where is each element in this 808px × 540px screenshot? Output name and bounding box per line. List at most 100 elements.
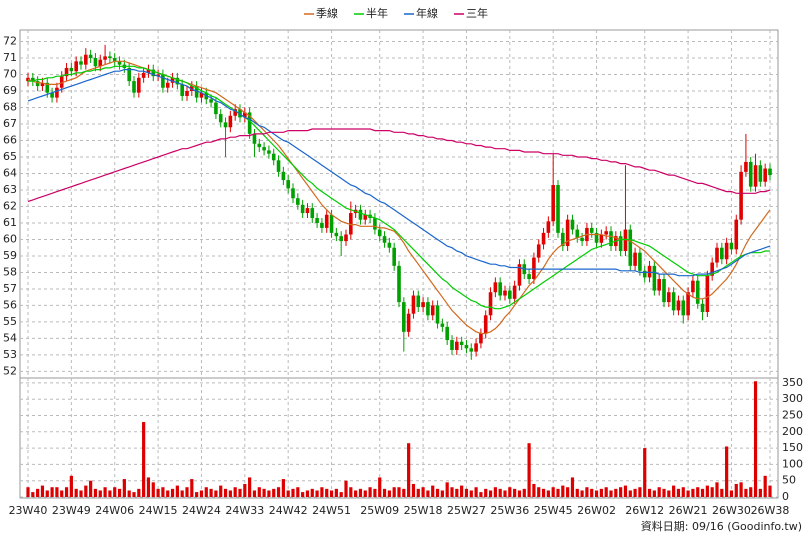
y-tick-label: 70	[3, 68, 17, 81]
volume-bar	[744, 488, 748, 497]
volume-bar	[378, 477, 382, 497]
candle-body	[334, 232, 339, 237]
volume-bar	[474, 487, 478, 497]
volume-bar	[301, 492, 305, 497]
volume-bar	[729, 490, 734, 497]
candle-body	[88, 54, 93, 59]
volume-bar	[142, 422, 146, 497]
volume-bar	[517, 490, 522, 497]
y-tick-label: 68	[3, 101, 17, 114]
candle-body	[286, 180, 290, 189]
y-tick-label: 69	[3, 84, 17, 97]
x-tick-label: 24W06	[95, 504, 134, 517]
candle-body	[382, 236, 387, 243]
candle-body	[79, 61, 83, 65]
candle-body	[387, 242, 392, 248]
volume-bar	[570, 477, 575, 497]
x-tick-label: 26W12	[625, 504, 664, 517]
candle-body	[305, 208, 310, 214]
volume-bar	[132, 492, 136, 497]
candle-body	[700, 303, 705, 313]
volume-bar	[604, 487, 608, 497]
x-tick-label: 24W51	[312, 504, 351, 517]
volume-bar	[310, 488, 314, 497]
candle-body	[397, 265, 401, 303]
candle-body	[146, 69, 151, 73]
candle-body	[137, 77, 141, 93]
legend-label: 半年	[366, 6, 388, 20]
candle-body	[671, 292, 676, 311]
y-tick-label: 55	[3, 315, 17, 328]
volume-bar	[686, 490, 690, 497]
x-tick-label: 23W49	[52, 504, 91, 517]
candle-body	[267, 150, 271, 154]
candle-body	[416, 295, 421, 308]
volume-bar	[402, 488, 406, 497]
volume-bar	[753, 381, 758, 497]
volume-bar	[455, 488, 459, 497]
volume-bar	[286, 490, 290, 497]
candle-body	[209, 99, 213, 103]
footnote: 資料日期: 09/16 (Goodinfo.tw)	[641, 519, 802, 533]
candle-body	[739, 171, 743, 220]
volume-bar	[103, 487, 107, 497]
candle-body	[638, 252, 642, 271]
volume-bar	[435, 488, 440, 497]
y-tick-label: 65	[3, 150, 17, 163]
candle-body	[276, 160, 281, 172]
volume-bar	[127, 490, 131, 497]
candle-body	[156, 74, 160, 77]
volume-bar	[214, 490, 218, 497]
volume-tick-label: 300	[782, 392, 803, 405]
candle-body	[45, 82, 50, 93]
candle-body	[445, 326, 449, 341]
volume-bar	[291, 488, 295, 497]
volume-tick-label: 100	[782, 457, 803, 470]
candle-body	[527, 274, 531, 280]
x-tick-label: 25W36	[490, 504, 529, 517]
candle-body	[647, 265, 652, 278]
candle-body	[464, 345, 469, 349]
candle-body	[493, 282, 498, 293]
candle-body	[165, 82, 170, 88]
candle-body	[281, 171, 286, 181]
candle-body	[532, 257, 536, 280]
candle-body	[667, 292, 671, 303]
volume-bar	[614, 488, 618, 497]
candle-body	[339, 236, 343, 242]
volume-bar	[407, 443, 411, 497]
candle-body	[117, 61, 122, 65]
volume-bar	[647, 488, 652, 497]
candle-body	[161, 74, 165, 88]
volume-bar	[84, 485, 88, 497]
candle-body	[633, 252, 637, 266]
candle-body	[228, 115, 233, 128]
plot-frame	[19, 29, 779, 499]
candle-body	[575, 229, 580, 238]
legend-label: 季線	[316, 6, 338, 20]
candle-body	[358, 209, 363, 220]
volume-bar	[228, 490, 232, 497]
x-tick-label: 26W38	[751, 504, 790, 517]
candle-body	[373, 218, 377, 230]
legend-label: 三年	[466, 6, 488, 20]
volume-bar	[633, 488, 637, 497]
volume-bar	[166, 490, 170, 497]
volume-bar	[522, 488, 526, 497]
volume-bar	[421, 487, 425, 497]
candle-body	[84, 54, 88, 65]
volume-bar	[387, 490, 391, 497]
candle-body	[628, 229, 633, 266]
y-tick-label: 63	[3, 183, 17, 196]
volume-bar	[276, 487, 281, 497]
candle-body	[315, 218, 319, 223]
candle-body	[392, 247, 396, 266]
volume-bar	[122, 479, 126, 497]
volume-bar	[397, 487, 401, 497]
candle-body	[618, 236, 623, 252]
candle-body	[561, 232, 565, 247]
volume-bar	[156, 488, 160, 497]
volume-bar	[93, 488, 98, 497]
volume-bar	[580, 490, 584, 497]
volume-bar	[358, 488, 363, 497]
